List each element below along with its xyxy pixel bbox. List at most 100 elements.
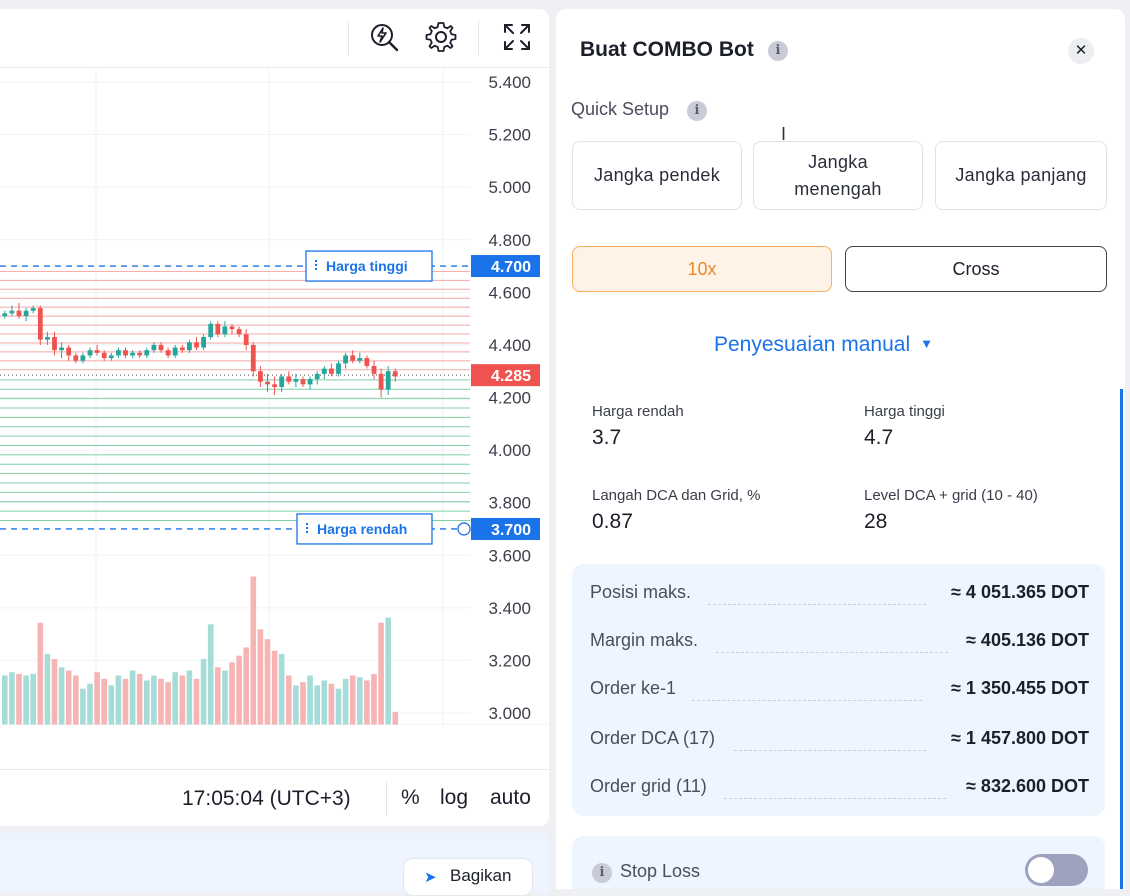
candle-body <box>229 326 235 330</box>
dotted-leader <box>716 652 948 653</box>
volume-bar <box>165 682 171 725</box>
order-summary: Posisi maks. ≈ 4 051.365 DOT Margin maks… <box>572 564 1105 816</box>
preset-long-term-button[interactable]: Jangka panjang <box>935 141 1107 210</box>
chart-footer: 17:05:04 (UTC+3) % log auto <box>0 769 549 826</box>
candle-body <box>364 358 370 366</box>
preset-label: Jangka pendek <box>594 165 720 185</box>
info-icon[interactable]: i <box>592 863 612 883</box>
auto-scale-button[interactable]: auto <box>490 786 531 809</box>
dca-levels-input[interactable]: 28 <box>864 510 888 533</box>
volume-bar <box>307 675 313 725</box>
quick-setup-label: Quick Setup <box>571 99 670 119</box>
candle-body <box>52 337 57 351</box>
volume-bar <box>115 675 122 725</box>
volume-bar <box>158 678 164 725</box>
stop-loss-toggle[interactable] <box>1025 854 1088 886</box>
expand-icon[interactable] <box>499 19 535 55</box>
volume-bar <box>257 629 264 725</box>
volume-bar <box>151 675 157 725</box>
volume-bar <box>144 680 150 725</box>
preset-short-term-button[interactable]: Jangka pendek <box>572 141 742 210</box>
candle-body <box>16 310 22 316</box>
candlestick-chart[interactable]: 5.400 5.200 5.000 4.800 4.600 4.400 4.200 4.000… <box>0 68 549 725</box>
close-button[interactable]: ✕ <box>1068 38 1094 64</box>
low-price-tag: 3.700 <box>491 522 531 539</box>
manual-adjust-toggle[interactable]: Penyesuaian manual ▼ <box>714 333 933 357</box>
caret-down-icon: ▼ <box>920 336 934 351</box>
candle-body <box>30 308 36 311</box>
high-price-input[interactable]: 4.7 <box>864 426 894 449</box>
candle-body <box>144 350 150 356</box>
summary-value: ≈ 405.136 DOT <box>966 630 1089 650</box>
create-bot-panel: Buat COMBO Bot i ✕ Quick Setup i Jangka … <box>556 9 1125 889</box>
volume-bar <box>58 667 65 725</box>
toggle-knob <box>1028 857 1054 883</box>
footer-divider <box>386 782 387 816</box>
gear-icon[interactable] <box>423 19 459 55</box>
summary-label: Order ke-1 <box>590 678 677 698</box>
volume-bar <box>364 680 370 725</box>
summary-label: Margin maks. <box>590 630 699 650</box>
dotted-leader <box>734 750 926 751</box>
candle-body <box>307 379 313 385</box>
summary-value: ≈ 1 457.800 DOT <box>951 728 1089 748</box>
summary-value: ≈ 832.600 DOT <box>966 776 1089 796</box>
share-label: Bagikan <box>450 866 512 885</box>
candle-body <box>165 350 171 356</box>
price-tick-label: 4.200 <box>488 389 531 408</box>
candle-body <box>258 371 263 382</box>
leverage-button[interactable]: 10x <box>572 246 832 292</box>
candle-body <box>137 352 143 356</box>
candle-body <box>321 368 327 374</box>
price-tick-label: 5.400 <box>488 73 531 92</box>
toolbar-divider <box>478 21 479 55</box>
scrollbar[interactable] <box>1120 389 1123 889</box>
percent-scale-button[interactable]: % <box>401 786 420 809</box>
volume-bar <box>80 688 86 725</box>
low-price-input[interactable]: 3.7 <box>592 426 622 449</box>
flash-search-icon[interactable] <box>366 19 402 55</box>
info-icon[interactable]: i <box>768 41 788 61</box>
volume-bar <box>200 659 207 725</box>
candle-body <box>80 355 86 361</box>
candle-body <box>314 373 320 380</box>
volume-bar <box>44 654 51 725</box>
volume-bar <box>129 670 136 725</box>
volume-bar <box>51 659 58 725</box>
volume-bar <box>229 662 235 725</box>
candle-body <box>293 379 299 382</box>
log-scale-button[interactable]: log <box>440 786 469 809</box>
manual-adjust-label: Penyesuaian manual <box>714 333 911 356</box>
volume-bar <box>207 624 214 725</box>
price-chart[interactable]: 5.400 5.200 5.000 4.800 4.600 4.400 4.200 4.000… <box>0 68 549 725</box>
summary-label: Order DCA (17) <box>590 728 716 748</box>
low-price-tag-bg <box>471 517 540 540</box>
dca-step-input[interactable]: 0.87 <box>592 510 633 533</box>
candle-body <box>66 347 72 356</box>
preset-label: Jangka menengah <box>794 151 882 199</box>
candle-body <box>236 329 242 335</box>
candle-body <box>151 344 157 351</box>
volume-bar <box>243 647 249 725</box>
volume-bar <box>236 655 242 725</box>
price-tick-label: 4.800 <box>488 231 531 250</box>
volume-bar <box>215 667 221 725</box>
price-tick-label: 3.200 <box>488 651 531 670</box>
stop-loss-label: Stop Loss <box>620 861 701 881</box>
volume-bar <box>385 617 391 725</box>
candle-body <box>385 371 391 390</box>
volume-bar <box>16 673 22 725</box>
candle-body <box>123 350 128 356</box>
candle-body <box>101 352 107 359</box>
close-icon: ✕ <box>1074 42 1088 59</box>
volume-bar <box>314 685 320 725</box>
high-price-tag: 4.700 <box>491 259 531 276</box>
margin-mode-button[interactable]: Cross <box>845 246 1107 292</box>
candle-body <box>272 384 277 387</box>
high-line-label: Harga tinggi <box>326 258 408 274</box>
share-button[interactable]: ➤ Bagikan <box>403 858 533 896</box>
candle-body <box>172 347 178 356</box>
info-icon[interactable]: i <box>687 101 707 121</box>
volume-bar <box>179 675 186 725</box>
preset-mid-term-button[interactable]: Jangka menengah <box>753 141 923 210</box>
